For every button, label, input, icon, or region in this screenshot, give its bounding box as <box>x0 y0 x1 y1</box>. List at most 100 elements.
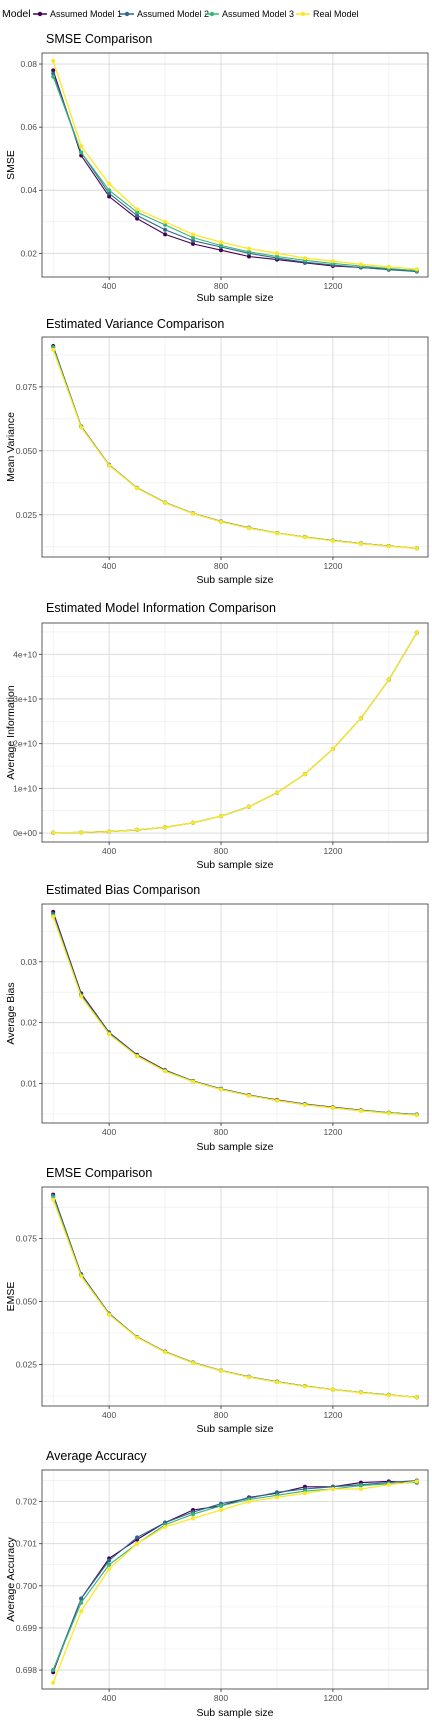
data-point <box>247 1375 251 1380</box>
y-tick-label: 3e+10 <box>13 694 37 704</box>
y-axis-label: Average Information <box>5 685 17 780</box>
data-point <box>247 526 251 531</box>
x-tick-label: 800 <box>214 846 228 856</box>
data-point <box>247 804 251 809</box>
data-point <box>163 219 168 224</box>
x-tick-label: 800 <box>214 1410 228 1420</box>
legend: Model Assumed Model 1 Assumed Model 2 Assu… <box>2 8 359 20</box>
data-point <box>79 144 84 149</box>
chart-panel-4: Estimated Bias Comparison 400 800 1200 0.01 0… <box>5 883 429 1153</box>
legend-item-4: Real Model <box>296 9 359 19</box>
data-point <box>219 1087 223 1092</box>
x-axis-label: Sub sample size <box>196 1707 273 1719</box>
chart-panel-3: Estimated Model Information Comparison 40… <box>5 601 429 871</box>
y-axis-label: EMSE <box>5 1282 17 1312</box>
data-point <box>386 264 391 269</box>
data-point <box>414 630 419 635</box>
legend-key-point <box>124 11 130 17</box>
y-tick-label: 0.02 <box>20 248 37 258</box>
x-tick-label: 400 <box>102 1127 116 1137</box>
data-point <box>135 216 140 221</box>
series-line <box>52 60 417 270</box>
x-tick-label: 800 <box>214 561 228 571</box>
data-point <box>191 511 195 516</box>
data-point <box>302 256 307 261</box>
data-point <box>358 1483 363 1488</box>
data-point <box>135 1054 140 1059</box>
x-axis-label: Sub sample size <box>196 574 273 586</box>
legend-label: Assumed Model 1 <box>50 9 122 19</box>
plot-border <box>41 903 429 1124</box>
chart-title: Average Accuracy <box>46 1449 147 1463</box>
data-point <box>358 1108 363 1113</box>
data-point <box>358 262 363 267</box>
chart-title: SMSE Comparison <box>46 32 152 46</box>
data-point <box>51 68 56 73</box>
data-point <box>330 1387 335 1392</box>
plot-area <box>42 623 428 842</box>
series-4 <box>51 1479 419 1685</box>
data-point <box>302 535 307 540</box>
data-point <box>163 1350 168 1355</box>
y-tick-label: 0.700 <box>16 1581 38 1591</box>
data-point <box>219 1368 223 1373</box>
data-point <box>219 814 223 819</box>
data-point <box>330 1105 335 1110</box>
data-point <box>330 259 335 264</box>
data-point <box>275 790 279 795</box>
y-tick-label: 0.01 <box>20 1078 37 1088</box>
data-point <box>51 1680 56 1685</box>
plot-border <box>41 622 429 843</box>
data-point <box>191 1079 195 1084</box>
series-line <box>52 1481 417 1671</box>
data-point <box>107 829 112 834</box>
chart-title: EMSE Comparison <box>46 1166 152 1180</box>
data-point <box>107 181 112 186</box>
data-point <box>51 71 56 76</box>
plot-border <box>41 1186 429 1407</box>
legend-key-point <box>300 11 306 17</box>
data-point <box>358 1487 363 1491</box>
x-tick-label: 400 <box>102 1410 116 1420</box>
data-point <box>135 827 140 832</box>
y-tick-label: 0.050 <box>16 446 38 456</box>
data-point <box>191 1361 195 1365</box>
data-point <box>330 747 335 751</box>
data-point <box>247 1499 251 1504</box>
legend-label: Real Model <box>313 9 359 19</box>
legend-item-3: Assumed Model 3 <box>205 9 294 19</box>
data-point <box>414 1479 419 1484</box>
x-axis-label: Sub sample size <box>196 1141 273 1153</box>
x-tick-label: 800 <box>214 1693 228 1703</box>
data-point <box>135 1541 140 1546</box>
data-point <box>275 1098 279 1103</box>
data-point <box>107 194 112 199</box>
data-point <box>107 1567 112 1571</box>
series-line <box>52 1480 417 1673</box>
y-tick-label: 0.03 <box>20 957 37 967</box>
data-point <box>107 1312 112 1317</box>
data-point <box>135 210 140 215</box>
data-point <box>79 1609 84 1614</box>
plot-area <box>42 53 428 277</box>
data-point <box>275 251 279 256</box>
y-tick-label: 0.025 <box>16 1359 38 1369</box>
y-tick-label: 0.04 <box>20 185 37 195</box>
plot-area <box>42 337 428 557</box>
data-point <box>135 207 140 212</box>
data-point <box>386 1111 391 1116</box>
data-point <box>51 1197 56 1202</box>
data-point <box>51 347 56 352</box>
data-point <box>247 254 251 259</box>
legend-label: Assumed Model 3 <box>222 9 294 19</box>
data-point <box>191 1512 195 1517</box>
x-tick-label: 800 <box>214 1127 228 1137</box>
data-point <box>163 222 168 227</box>
data-point <box>79 1274 84 1279</box>
series-4 <box>51 58 419 272</box>
data-point <box>135 1335 140 1340</box>
data-point <box>135 213 140 218</box>
series-line <box>52 349 417 549</box>
series-line <box>52 916 417 1116</box>
